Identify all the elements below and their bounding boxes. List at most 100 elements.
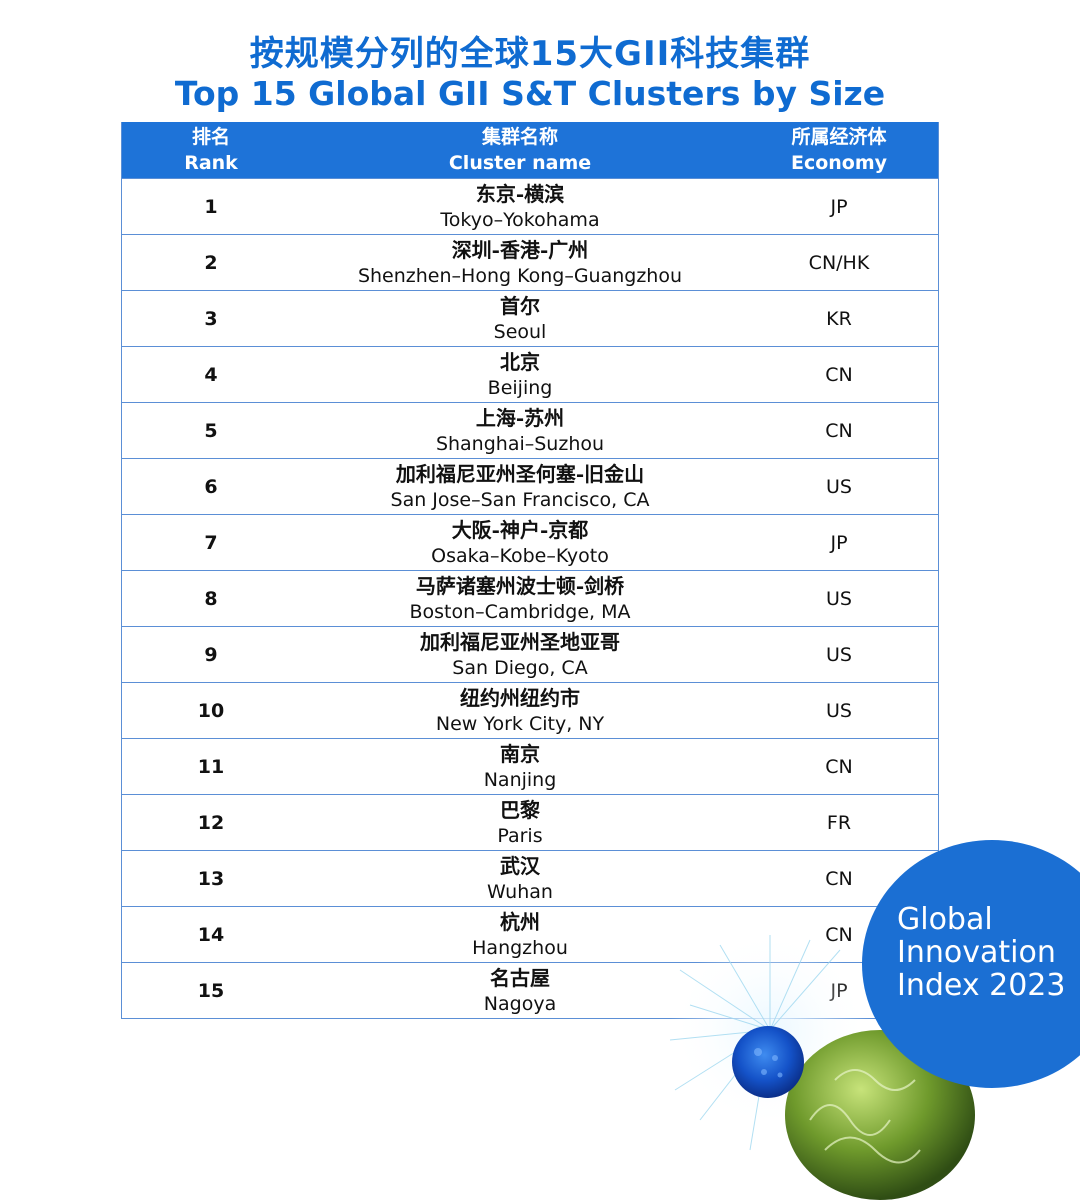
- rank-cell: 11: [122, 739, 300, 794]
- rank-cell: 14: [122, 907, 300, 962]
- table-row: 14 杭州 Hangzhou CN: [122, 906, 938, 962]
- rank-cell: 4: [122, 347, 300, 402]
- economy-cell: CN: [740, 907, 938, 962]
- rank-value: 8: [204, 587, 218, 610]
- table-row: 6 加利福尼亚州圣何塞-旧金山 San Jose–San Francisco, CA…: [122, 458, 938, 514]
- rank-value: 14: [197, 923, 225, 946]
- table-row: 8 马萨诸塞州波士顿-剑桥 Boston–Cambridge, MA US: [122, 570, 938, 626]
- cluster-name-en: San Diego, CA: [452, 656, 588, 679]
- cluster-name-cn: 马萨诸塞州波士顿-剑桥: [415, 573, 625, 598]
- cluster-name-cell: 北京 Beijing: [300, 347, 740, 402]
- cluster-name-cn: 加利福尼亚州圣地亚哥: [420, 629, 620, 654]
- economy-value: CN: [825, 755, 853, 778]
- economy-value: US: [826, 475, 852, 498]
- cluster-name-cell: 纽约州纽约市 New York City, NY: [300, 683, 740, 738]
- rank-cell: 9: [122, 627, 300, 682]
- rank-cell: 2: [122, 235, 300, 290]
- page-title-chinese: 按规模分列的全球15大GII科技集群: [249, 34, 811, 74]
- table-row: 5 上海-苏州 Shanghai–Suzhou CN: [122, 402, 938, 458]
- economy-cell: US: [740, 683, 938, 738]
- rank-cell: 12: [122, 795, 300, 850]
- cluster-name-cn: 加利福尼亚州圣何塞-旧金山: [395, 461, 645, 486]
- header-economy-en: Economy: [790, 152, 888, 174]
- economy-cell: JP: [740, 515, 938, 570]
- gii-logo-circle: [862, 840, 1080, 1088]
- cluster-name-cn: 巴黎: [500, 797, 540, 822]
- table-row: 3 首尔 Seoul KR: [122, 290, 938, 346]
- economy-value: CN: [825, 867, 853, 890]
- logo-line-global: Global: [897, 902, 993, 937]
- cluster-name-cn: 深圳-香港-广州: [451, 237, 589, 262]
- rank-value: 3: [204, 307, 218, 330]
- economy-value: US: [826, 699, 852, 722]
- economy-cell: CN/HK: [740, 235, 938, 290]
- rank-cell: 8: [122, 571, 300, 626]
- table-row: 2 深圳-香港-广州 Shenzhen–Hong Kong–Guangzhou CN/…: [122, 234, 938, 290]
- cluster-name-en: Paris: [497, 824, 543, 847]
- cluster-name-cell: 南京 Nanjing: [300, 739, 740, 794]
- table-row: 1 东京-横滨 Tokyo–Yokohama JP: [122, 178, 938, 234]
- table-row: 11 南京 Nanjing CN: [122, 738, 938, 794]
- cluster-name-en: Beijing: [487, 376, 553, 399]
- table-row: 10 纽约州纽约市 New York City, NY US: [122, 682, 938, 738]
- cluster-name-en: San Jose–San Francisco, CA: [390, 488, 650, 511]
- economy-cell: CN: [740, 347, 938, 402]
- rank-cell: 10: [122, 683, 300, 738]
- header-rank-en: Rank: [184, 152, 238, 174]
- cluster-name-en: Hangzhou: [472, 936, 568, 959]
- cluster-name-en: Nanjing: [483, 768, 557, 791]
- logo-line-innovation: Innovation: [897, 935, 1056, 970]
- economy-value: CN/HK: [808, 251, 870, 274]
- cluster-name-cn: 上海-苏州: [475, 405, 565, 430]
- economy-cell: CN: [740, 739, 938, 794]
- economy-cell: US: [740, 627, 938, 682]
- cluster-name-cell: 上海-苏州 Shanghai–Suzhou: [300, 403, 740, 458]
- cluster-name-cn: 首尔: [500, 293, 540, 318]
- rank-value: 10: [197, 699, 225, 722]
- cluster-name-cn: 名古屋: [490, 965, 550, 990]
- cluster-name-en: Seoul: [493, 320, 547, 343]
- table-header: 排名 Rank 集群名称 Cluster name 所属经济体 Economy: [122, 122, 938, 178]
- cluster-name-cn: 武汉: [500, 853, 540, 878]
- rank-cell: 15: [122, 963, 300, 1018]
- cluster-name-cn: 南京: [500, 741, 540, 766]
- table-row: 4 北京 Beijing CN: [122, 346, 938, 402]
- cluster-name-en: Wuhan: [487, 880, 553, 903]
- economy-value: CN: [825, 419, 853, 442]
- table-row: 13 武汉 Wuhan CN: [122, 850, 938, 906]
- table-row: 12 巴黎 Paris FR: [122, 794, 938, 850]
- economy-cell: US: [740, 571, 938, 626]
- economy-cell: CN: [740, 403, 938, 458]
- economy-value: CN: [825, 363, 853, 386]
- cluster-name-cell: 杭州 Hangzhou: [300, 907, 740, 962]
- cluster-name-cn: 纽约州纽约市: [460, 685, 580, 710]
- cluster-name-cn: 北京: [500, 349, 540, 374]
- economy-cell: KR: [740, 291, 938, 346]
- cluster-name-cell: 东京-横滨 Tokyo–Yokohama: [300, 179, 740, 234]
- economy-value: KR: [826, 307, 852, 330]
- rank-value: 7: [204, 531, 218, 554]
- cluster-name-cell: 深圳-香港-广州 Shenzhen–Hong Kong–Guangzhou: [300, 235, 740, 290]
- gii-logo-text: Global Innovation Index 2023: [897, 903, 1065, 1002]
- clusters-table: 排名 Rank 集群名称 Cluster name 所属经济体 Economy …: [121, 122, 939, 1019]
- cluster-name-cell: 加利福尼亚州圣地亚哥 San Diego, CA: [300, 627, 740, 682]
- cluster-name-en: Boston–Cambridge, MA: [409, 600, 631, 623]
- rank-cell: 6: [122, 459, 300, 514]
- cluster-name-cell: 武汉 Wuhan: [300, 851, 740, 906]
- cluster-name-cell: 首尔 Seoul: [300, 291, 740, 346]
- rank-value: 4: [204, 363, 218, 386]
- rank-cell: 13: [122, 851, 300, 906]
- rank-cell: 3: [122, 291, 300, 346]
- cluster-name-cell: 加利福尼亚州圣何塞-旧金山 San Jose–San Francisco, CA: [300, 459, 740, 514]
- rank-cell: 1: [122, 179, 300, 234]
- header-rank: 排名 Rank: [122, 122, 300, 178]
- economy-cell: CN: [740, 851, 938, 906]
- cluster-name-cn: 大阪-神户-京都: [451, 517, 589, 542]
- cluster-name-cell: 马萨诸塞州波士顿-剑桥 Boston–Cambridge, MA: [300, 571, 740, 626]
- rank-value: 11: [197, 755, 225, 778]
- economy-cell: FR: [740, 795, 938, 850]
- cluster-name-cn: 杭州: [500, 909, 540, 934]
- economy-value: FR: [826, 811, 852, 834]
- cluster-name-en: Shenzhen–Hong Kong–Guangzhou: [357, 264, 683, 287]
- page-title-english: Top 15 Global GII S&T Clusters by Size: [174, 74, 886, 113]
